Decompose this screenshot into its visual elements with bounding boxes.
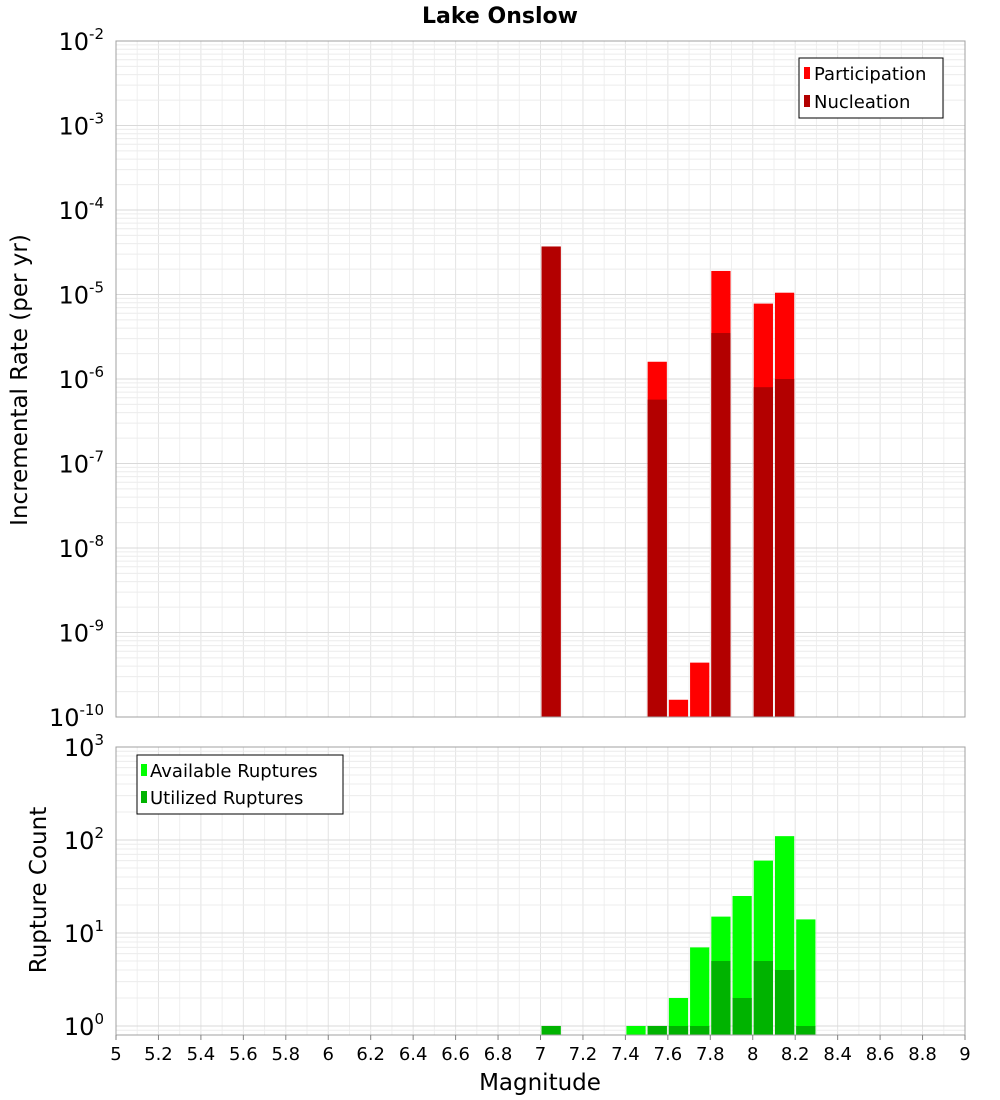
participation-bar	[668, 699, 689, 717]
rate-y-tick-label: 10-9	[58, 617, 104, 648]
utilized-bar	[796, 1025, 816, 1035]
rate-panel-frame	[115, 40, 966, 718]
count-y-tick-label: 103	[64, 731, 104, 762]
x-tick-label: 7.6	[654, 1044, 683, 1065]
count-y-tick-label: 102	[64, 824, 104, 855]
count-y-tick-label: 100	[64, 1010, 104, 1041]
available-legend-swatch	[141, 764, 147, 776]
rate-panel: 10-10 10-9 10-8 10-7 10-6 10-5 10-4 10-3 10-2 Pa…	[49, 25, 966, 732]
rate-y-tick-label: 10-2	[58, 25, 104, 56]
x-tick-label: 6.4	[399, 1044, 428, 1065]
count-y-tick-label: 101	[64, 917, 104, 948]
x-tick-label: 6	[323, 1044, 334, 1065]
nucleation-bar	[774, 379, 795, 717]
x-tick-label: 5.4	[187, 1044, 216, 1065]
x-ticks: 5 5.2 5.4 5.6 5.8 6 6.2 6.4 6.6 6.8 7 7.2 7.4 7.6 7.8 8…	[110, 1035, 971, 1065]
x-tick-label: 5.6	[229, 1044, 258, 1065]
rate-y-tick-label: 10-10	[49, 701, 104, 732]
utilized-legend-swatch	[141, 791, 147, 803]
nucleation-legend-label: Nucleation	[814, 92, 910, 113]
rate-y-tick-label: 10-7	[58, 448, 104, 479]
x-tick-label: 8.6	[866, 1044, 895, 1065]
rate-y-tick-label: 10-4	[58, 194, 104, 225]
chart-title: Lake Onslow	[422, 4, 578, 29]
x-tick-label: 6.6	[441, 1044, 470, 1065]
x-tick-label: 5.2	[144, 1044, 173, 1065]
nucleation-bar	[711, 333, 731, 717]
x-tick-label: 8.4	[823, 1044, 852, 1065]
rate-y-tick-label: 10-3	[58, 110, 104, 141]
participation-legend-swatch	[804, 67, 810, 79]
count-panel: 100 101 102 103 5 5.2 5.4 5.6 5.8 6 6.2 6.4 6.6 6.8 7…	[64, 731, 971, 1065]
nucleation-legend-swatch	[804, 95, 810, 107]
utilized-bar	[541, 1025, 561, 1035]
nucleation-bars	[541, 246, 795, 718]
utilized-legend-label: Utilized Ruptures	[150, 788, 303, 809]
rate-y-tick-label: 10-6	[58, 363, 104, 394]
nucleation-bar	[647, 399, 667, 717]
participation-legend-label: Participation	[814, 64, 926, 85]
x-tick-label: 8.8	[908, 1044, 937, 1065]
rate-y-tick-label: 10-8	[58, 532, 104, 563]
bottom-y-axis-label: Rupture Count	[26, 807, 52, 973]
x-tick-label: 6.2	[356, 1044, 385, 1065]
nucleation-bar	[541, 246, 561, 718]
utilized-bar	[647, 1025, 667, 1035]
available-bar	[668, 997, 689, 1035]
available-bar	[626, 1025, 646, 1035]
count-y-ticks: 100 101 102 103	[64, 731, 104, 1041]
x-tick-label: 7.8	[696, 1044, 725, 1065]
x-tick-label: 6.8	[484, 1044, 513, 1065]
count-legend: Available Ruptures Utilized Ruptures	[136, 754, 344, 815]
utilized-bar	[732, 997, 752, 1035]
x-tick-label: 8.2	[781, 1044, 810, 1065]
x-tick-label: 5.8	[271, 1044, 300, 1065]
utilized-bar	[774, 969, 795, 1035]
utilized-bars	[541, 960, 816, 1035]
utilized-bar	[690, 1025, 710, 1035]
rate-legend: Participation Nucleation	[798, 57, 944, 119]
x-tick-label: 7.2	[569, 1044, 598, 1065]
available-bar	[796, 919, 816, 1035]
top-y-axis-label: Incremental Rate (per yr)	[7, 234, 33, 526]
nucleation-bar	[753, 387, 773, 717]
x-tick-label: 7	[535, 1044, 546, 1065]
rate-y-tick-label: 10-5	[58, 279, 104, 310]
x-tick-label: 9	[959, 1044, 970, 1065]
x-tick-label: 7.4	[611, 1044, 640, 1065]
participation-bar	[690, 662, 710, 717]
utilized-bar	[711, 960, 731, 1035]
x-tick-label: 8	[747, 1044, 758, 1065]
rate-y-ticks: 10-10 10-9 10-8 10-7 10-6 10-5 10-4 10-3 10-2	[49, 25, 104, 732]
utilized-bar	[753, 960, 773, 1035]
count-legend-box	[136, 754, 344, 815]
rate-panel-grid	[115, 41, 966, 718]
utilized-bar	[668, 1025, 689, 1035]
rate-legend-box	[798, 57, 944, 119]
x-tick-label: 5	[110, 1044, 121, 1065]
available-bar	[690, 947, 710, 1035]
x-axis-label: Magnitude	[479, 1070, 601, 1096]
available-legend-label: Available Ruptures	[150, 761, 318, 782]
